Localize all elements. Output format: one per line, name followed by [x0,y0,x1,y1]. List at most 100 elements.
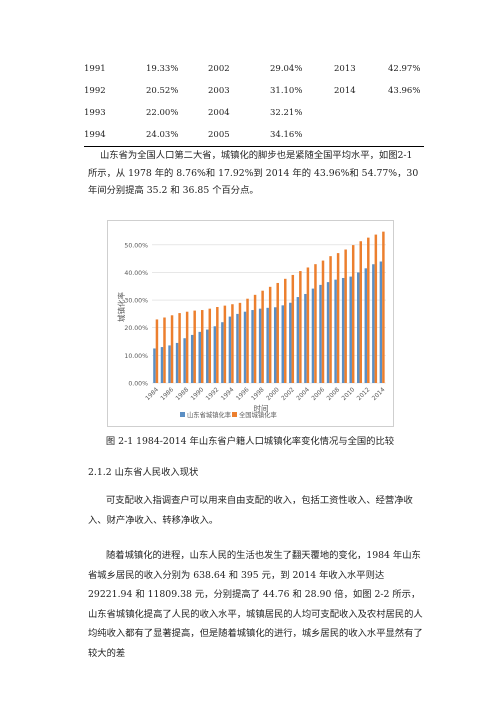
bar [208,308,212,383]
paragraph-income-definition: 可支配收入指调查户可以用来自由支配的收入，包括工资性收入、经营净收入、财产净收入… [88,495,413,526]
table-cell: 31.10% [270,86,303,96]
x-tick-label: 1988 [174,386,190,402]
bar [382,231,385,383]
table-cell: 1994 [84,130,106,140]
table-cell: 1991 [84,64,106,74]
x-tick-label: 1992 [205,386,221,402]
bar [190,334,194,383]
bar [155,319,159,383]
bar [223,305,227,383]
bar [193,310,196,383]
bar [228,316,232,383]
table-cell: 32.21% [270,108,303,118]
bar [349,276,352,383]
chart-svg: 0.00%10.00%20.00%30.00%40.00%50.00%1984 1… [116,231,387,419]
bar [334,279,337,383]
bar [304,293,307,383]
bar [246,298,249,383]
x-tick-label: 2004 [295,386,311,402]
x-tick-label: 2014 [371,386,387,402]
bar [251,310,254,383]
table-cell: 43.96% [388,86,421,96]
bar [160,347,164,383]
table-row: 1994 24.03% 2005 34.16% [84,124,424,146]
x-tick-label: 2002 [280,386,296,402]
legend-label: 山东省城镇化率 [187,410,231,419]
bar [268,286,272,383]
bar [198,331,201,383]
bar [374,234,378,383]
x-tick-label: 1996 [235,386,251,402]
table-cell: 2005 [208,130,230,140]
legend-label: 全国城镇化率 [239,410,277,419]
paragraph-urbanization: 山东省为全国人口第二大省，城镇化的脚步也是紧随全国平均水平，如图2-1 所示，从… [88,150,419,196]
bar [163,317,166,383]
bar [276,282,279,383]
y-tick-label: 40.00% [124,270,148,277]
table-cell: 42.97% [388,64,421,74]
y-axis-title: 城镇化率 [116,292,126,322]
y-tick-label: 20.00% [124,325,148,332]
bar [284,278,287,383]
bar [168,345,171,383]
bar [238,302,242,383]
figure-caption: 图 2-1 1984-2014 年山东省户籍人口城镇化率变化情况与全国的比较 [105,436,395,447]
y-tick-label: 10.00% [124,353,148,360]
section-heading: 2.1.2 山东省人民收入现状 [88,467,199,478]
bar [200,310,204,383]
x-tick-label: 1998 [250,386,266,402]
bar [281,305,285,383]
bar [296,297,300,383]
x-tick-label: 2006 [310,386,326,402]
table-cell: 20.52% [146,86,179,96]
bar [243,311,247,383]
bar [170,315,174,383]
bar [175,342,179,383]
bar [306,267,310,383]
table-row: 1993 22.00% 2004 32.21% [84,102,424,124]
bar [153,348,156,383]
bar [206,329,209,383]
table-cell: 2002 [208,64,230,74]
x-tick-label: 2000 [265,386,281,402]
bar [185,311,189,383]
table-cell: 24.03% [146,130,179,140]
bar [291,274,295,383]
bar [364,268,368,383]
table-cell: 2003 [208,86,230,96]
bar [253,294,257,383]
bar [321,260,325,383]
legend-swatch [232,412,237,417]
urbanization-rate-table: 1991 19.33% 2002 29.04% 2013 42.97% 1992… [84,58,424,147]
bar [311,288,315,383]
table-row: 1991 19.33% 2002 29.04% 2013 42.97% [84,58,424,80]
bar [266,307,269,383]
bar [359,241,362,383]
legend-swatch [180,412,185,417]
bar [231,304,234,383]
bar [336,253,340,383]
bar [319,284,322,383]
table-cell: 2014 [334,86,356,96]
bar [329,256,332,383]
y-tick-label: 50.00% [124,242,148,249]
table-cell: 2004 [208,108,230,118]
bar [344,249,347,383]
table-cell: 2013 [334,64,356,74]
bar [341,277,345,383]
bar [216,307,219,383]
bar [261,290,264,383]
x-tick-label: 2008 [325,386,341,402]
bar [183,338,186,383]
bar [314,264,317,383]
bar [379,261,383,383]
bar [289,302,292,383]
table-cell: 29.04% [270,64,303,74]
bar [299,271,302,383]
bar [221,322,224,383]
y-tick-label: 30.00% [124,298,148,305]
bar [357,272,360,383]
x-tick-label: 2010 [341,386,357,402]
bar [213,326,217,383]
x-tick-label: 2012 [356,386,372,402]
